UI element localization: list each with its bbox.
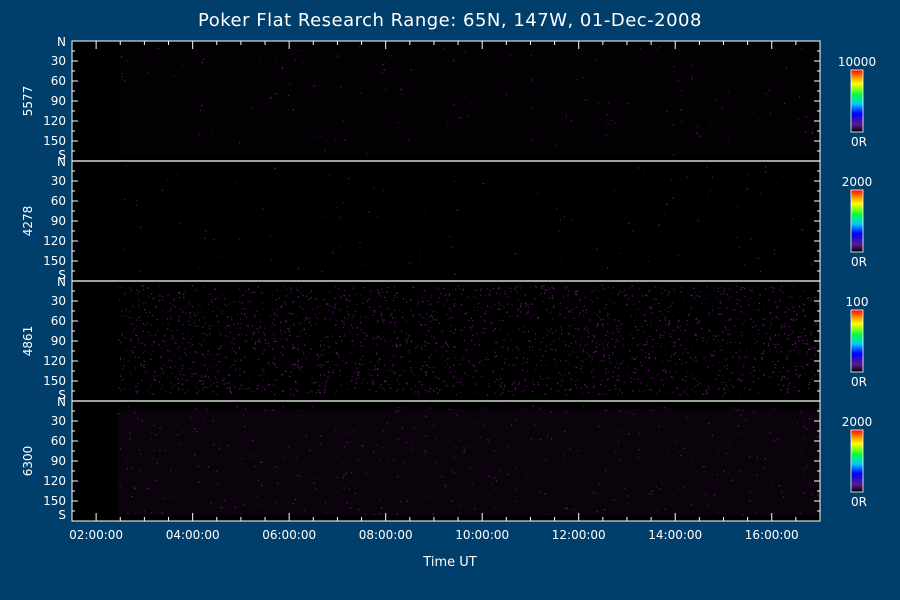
- y-tick-label: 150: [43, 254, 66, 268]
- y-tick-label: 150: [43, 494, 66, 508]
- colorbar-4278: [850, 189, 864, 253]
- y-tick-label: 120: [43, 354, 66, 368]
- y-tick-label: N: [57, 275, 66, 289]
- colorbar-min-4861: 0R: [851, 375, 867, 389]
- colorbar-min-5577: 0R: [851, 135, 867, 149]
- y-tick-label: 120: [43, 474, 66, 488]
- x-tick-label: 08:00:00: [359, 528, 413, 542]
- y-tick-label: 120: [43, 114, 66, 128]
- x-tick-label: 02:00:00: [69, 528, 123, 542]
- y-tick-label: 30: [51, 174, 66, 188]
- panel-speckle-4861: [118, 285, 819, 396]
- y-tick-label: N: [57, 35, 66, 49]
- panel-speckle-6300: [117, 405, 819, 516]
- colorbar-max-4861: 100: [846, 295, 869, 309]
- x-tick-label: 06:00:00: [262, 528, 316, 542]
- panel-label-5577: 5577: [21, 86, 35, 117]
- panel-6300: [72, 401, 820, 521]
- colorbar-6300: [850, 429, 864, 493]
- colorbar-max-5577: 10000: [838, 55, 876, 69]
- panel-speckle-4278: [122, 165, 818, 275]
- y-tick-label: 60: [51, 194, 66, 208]
- panel-label-4278: 4278: [21, 206, 35, 237]
- y-tick-label: 30: [51, 54, 66, 68]
- colorbar-max-6300: 2000: [842, 415, 873, 429]
- page-title: Poker Flat Research Range: 65N, 147W, 01…: [198, 10, 702, 31]
- panel-emission-6300: [117, 409, 821, 515]
- y-tick-label: S: [58, 388, 66, 402]
- y-tick-label: N: [57, 395, 66, 409]
- x-tick-label: 16:00:00: [745, 528, 799, 542]
- panel-4861: [72, 281, 820, 401]
- colorbar-4861: [850, 309, 864, 373]
- plot-frame: [71, 40, 821, 522]
- x-tick-label: 12:00:00: [552, 528, 606, 542]
- y-tick-label: N: [57, 155, 66, 169]
- y-tick-label: 90: [51, 94, 66, 108]
- x-tick-label: 14:00:00: [648, 528, 702, 542]
- panel-label-6300: 6300: [21, 446, 35, 477]
- panel-5577: [72, 41, 820, 161]
- colorbar-min-6300: 0R: [851, 495, 867, 509]
- colorbar-min-4278: 0R: [851, 255, 867, 269]
- y-tick-label: S: [58, 508, 66, 522]
- y-tick-label: 90: [51, 214, 66, 228]
- panel-emission-5577: [118, 49, 820, 155]
- y-tick-label: 30: [51, 414, 66, 428]
- y-tick-label: 60: [51, 434, 66, 448]
- y-tick-label: S: [58, 148, 66, 162]
- y-tick-label: 150: [43, 374, 66, 388]
- colorbar-5577: [850, 69, 864, 133]
- y-tick-label: 120: [43, 234, 66, 248]
- panel-label-4861: 4861: [21, 326, 35, 357]
- y-tick-label: 150: [43, 134, 66, 148]
- x-tick-label: 10:00:00: [455, 528, 509, 542]
- panel-4278: [72, 161, 820, 281]
- colorbar-max-4278: 2000: [842, 175, 873, 189]
- x-axis-label: Time UT: [423, 555, 477, 570]
- panel-speckle-5577: [120, 45, 817, 156]
- y-tick-label: 30: [51, 294, 66, 308]
- y-tick-label: 60: [51, 74, 66, 88]
- y-tick-label: 60: [51, 314, 66, 328]
- y-tick-label: S: [58, 268, 66, 282]
- y-tick-label: 90: [51, 334, 66, 348]
- x-tick-label: 04:00:00: [166, 528, 220, 542]
- y-tick-label: 90: [51, 454, 66, 468]
